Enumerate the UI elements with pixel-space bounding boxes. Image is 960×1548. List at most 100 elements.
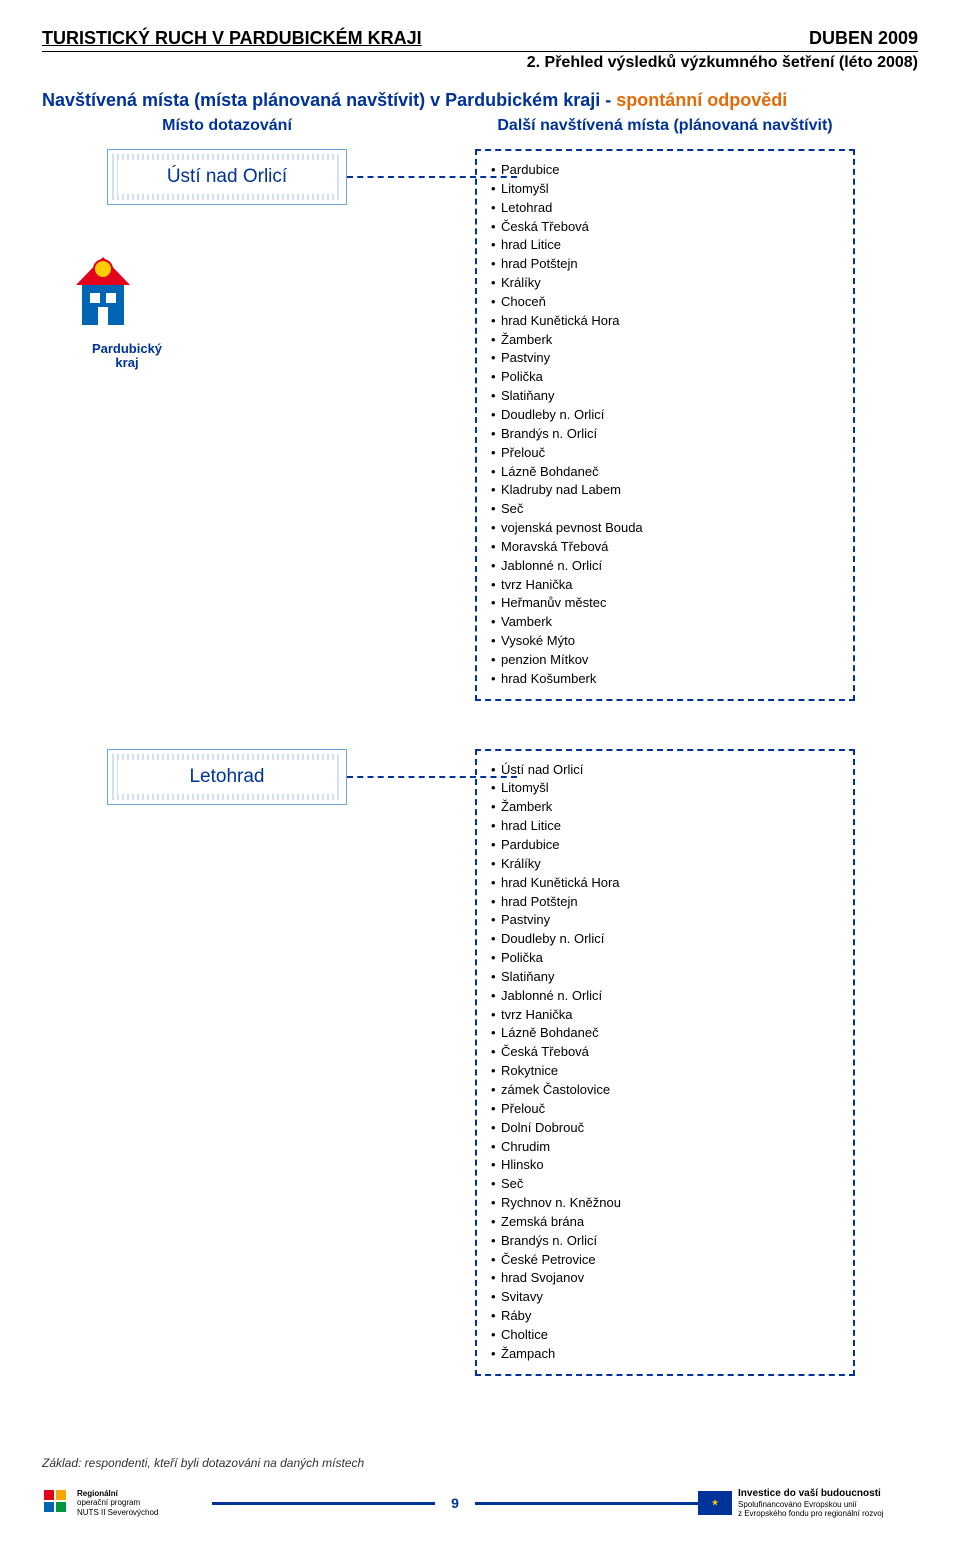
logo-text: Pardubickýkraj (66, 342, 188, 371)
list-item: Choltice (491, 1326, 839, 1345)
section-title-suffix: spontánní odpovědi (616, 90, 787, 110)
col-left-header: Místo dotazování (42, 117, 412, 135)
house-icon (66, 245, 140, 333)
list-item: Lázně Bohdaneč (491, 1024, 839, 1043)
doc-date: DUBEN 2009 (809, 28, 918, 49)
list-item: Heřmanův městec (491, 594, 839, 613)
section-title: Navštívená místa (místa plánovaná navští… (42, 90, 918, 111)
list-item: penzion Mítkov (491, 651, 839, 670)
rop-line: Regionální (77, 1489, 158, 1499)
diagram-block: Ústí nad Orlicí PardubickýkrajPardubiceL… (42, 149, 918, 701)
list-item: Česká Třebová (491, 1043, 839, 1062)
list-item: Pastviny (491, 349, 839, 368)
rop-line: NUTS II Severovýchod (77, 1508, 158, 1518)
list-item: Přelouč (491, 1100, 839, 1119)
list-item: Žamberk (491, 798, 839, 817)
list-item: Choceň (491, 293, 839, 312)
list-item: Brandýs n. Orlicí (491, 1232, 839, 1251)
list-item: Kladruby nad Labem (491, 481, 839, 500)
doc-title: TURISTICKÝ RUCH V PARDUBICKÉM KRAJI (42, 28, 422, 49)
list-item: hrad Svojanov (491, 1269, 839, 1288)
list-item: zámek Častolovice (491, 1081, 839, 1100)
list-item: Pardubice (491, 836, 839, 855)
list-item: Polička (491, 368, 839, 387)
footnote: Základ: respondenti, kteří byli dotazová… (42, 1456, 918, 1470)
section-title-prefix: Navštívená místa (místa plánovaná navští… (42, 90, 616, 110)
list-item: Svitavy (491, 1288, 839, 1307)
list-item: hrad Litice (491, 236, 839, 255)
list-item: tvrz Hanička (491, 576, 839, 595)
footer-left-logo: Regionálníoperační programNUTS II Severo… (42, 1488, 212, 1518)
rop-line: operační program (77, 1498, 158, 1508)
list-item: České Petrovice (491, 1251, 839, 1270)
left-col: Ústí nad Orlicí Pardubickýkraj (42, 149, 412, 371)
list-item: Ústí nad Orlicí (491, 761, 839, 780)
list-item: Vamberk (491, 613, 839, 632)
list-item: Pastviny (491, 911, 839, 930)
list-item: hrad Kunětická Hora (491, 312, 839, 331)
eu-line: z Evropského fondu pro regionální rozvoj (738, 1509, 883, 1519)
list-item: Zemská brána (491, 1213, 839, 1232)
eu-line: Spolufinancováno Evropskou unií (738, 1500, 883, 1510)
list-item: Litomyšl (491, 779, 839, 798)
list-item: Doudleby n. Orlicí (491, 406, 839, 425)
list-item: Seč (491, 500, 839, 519)
eu-flag-icon (698, 1491, 732, 1515)
eu-line: Investice do vaší budoucnosti (738, 1488, 883, 1500)
list-item: Králíky (491, 274, 839, 293)
list-item: Brandýs n. Orlicí (491, 425, 839, 444)
list-item: hrad Potštejn (491, 255, 839, 274)
right-col: PardubiceLitomyšlLetohradČeská Třebováhr… (412, 149, 918, 701)
col-right-header: Další navštívená místa (plánovaná navští… (412, 117, 918, 135)
list-item: hrad Košumberk (491, 670, 839, 689)
list-item: Česká Třebová (491, 218, 839, 237)
place-label: Letohrad (189, 766, 264, 788)
place-box: Letohrad (107, 749, 347, 805)
footer-center: 9 (212, 1495, 698, 1511)
list-item: hrad Kunětická Hora (491, 874, 839, 893)
list-item: Chrudim (491, 1138, 839, 1157)
list-item: Polička (491, 949, 839, 968)
footer-line-right (475, 1502, 698, 1505)
diagram-block: LetohradÚstí nad OrlicíLitomyšlŽamberkhr… (42, 749, 918, 1376)
list-item: Žamberk (491, 331, 839, 350)
doc-subtitle: 2. Přehled výsledků výzkumného šetření (… (42, 54, 918, 72)
list-item: Pardubice (491, 161, 839, 180)
place-label: Ústí nad Orlicí (167, 166, 287, 188)
list-item: Králíky (491, 855, 839, 874)
list-item: Slatiňany (491, 387, 839, 406)
list-item: Moravská Třebová (491, 538, 839, 557)
rop-icon (42, 1488, 72, 1518)
list-item: hrad Litice (491, 817, 839, 836)
list-item: vojenská pevnost Bouda (491, 519, 839, 538)
list-item: Vysoké Mýto (491, 632, 839, 651)
list-item: Slatiňany (491, 968, 839, 987)
list-item: Litomyšl (491, 180, 839, 199)
list-item: Rychnov n. Kněžnou (491, 1194, 839, 1213)
footer: Regionálníoperační programNUTS II Severo… (42, 1488, 918, 1519)
places-list-box: PardubiceLitomyšlLetohradČeská Třebováhr… (475, 149, 855, 701)
places-list-box: Ústí nad OrlicíLitomyšlŽamberkhrad Litic… (475, 749, 855, 1376)
page-number: 9 (445, 1495, 465, 1511)
list-item: Lázně Bohdaneč (491, 463, 839, 482)
list-item: Jablonné n. Orlicí (491, 557, 839, 576)
list-item: hrad Potštejn (491, 893, 839, 912)
columns-header: Místo dotazování Další navštívená místa … (42, 117, 918, 135)
list-item: Žampach (491, 1345, 839, 1364)
list-item: Dolní Dobrouč (491, 1119, 839, 1138)
list-item: Seč (491, 1175, 839, 1194)
list-item: Jablonné n. Orlicí (491, 987, 839, 1006)
list-item: Ráby (491, 1307, 839, 1326)
footer-right-logo: Investice do vaší budoucnostiSpolufinanc… (698, 1488, 918, 1519)
header-row: TURISTICKÝ RUCH V PARDUBICKÉM KRAJI DUBE… (42, 28, 918, 52)
list-item: Přelouč (491, 444, 839, 463)
right-col: Ústí nad OrlicíLitomyšlŽamberkhrad Litic… (412, 749, 918, 1376)
pardubicky-kraj-logo: Pardubickýkraj (66, 245, 188, 371)
list-item: Doudleby n. Orlicí (491, 930, 839, 949)
list-item: tvrz Hanička (491, 1006, 839, 1025)
list-item: Rokytnice (491, 1062, 839, 1081)
footer-line-left (212, 1502, 435, 1505)
place-box: Ústí nad Orlicí (107, 149, 347, 205)
list-item: Hlinsko (491, 1156, 839, 1175)
list-item: Letohrad (491, 199, 839, 218)
